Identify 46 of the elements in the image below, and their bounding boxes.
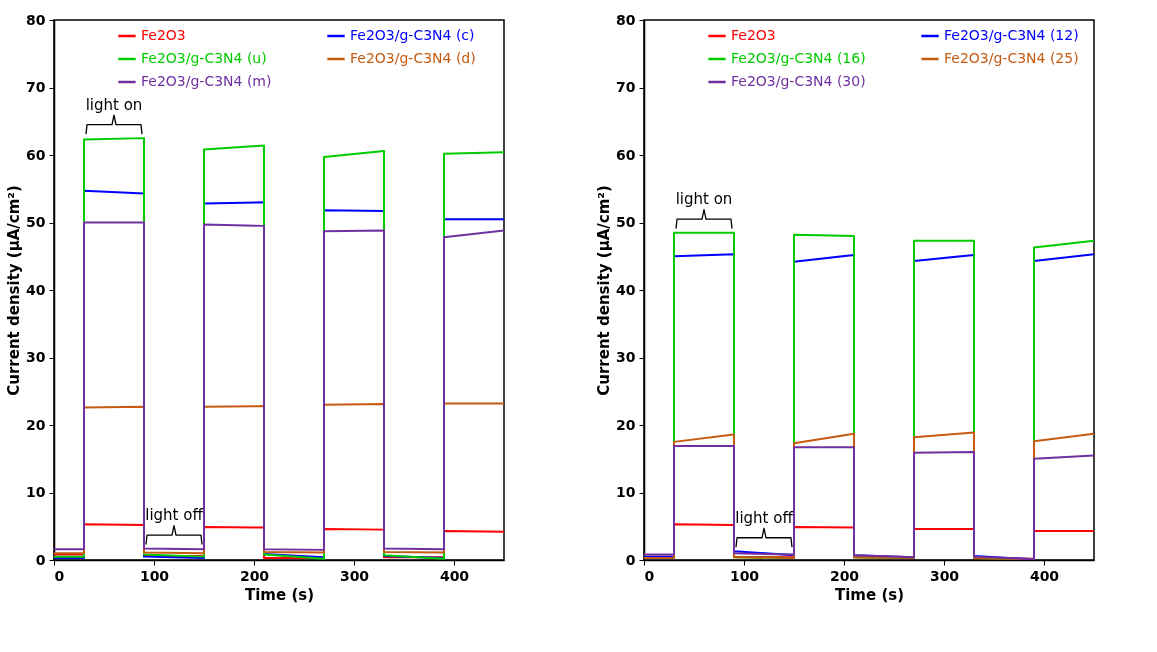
- y-tick-label: 40: [616, 281, 636, 298]
- legend-label: Fe2O3: [731, 27, 776, 43]
- annotation: light off: [735, 508, 794, 527]
- legend-label: Fe2O3/g-C3N4 (c): [350, 27, 475, 43]
- legend-label: Fe2O3/g-C3N4 (30): [731, 73, 866, 89]
- x-tick-label: 100: [139, 567, 170, 584]
- x-tick-label: 400: [1029, 567, 1060, 584]
- legend-label: Fe2O3/g-C3N4 (16): [731, 50, 866, 66]
- legend-label: Fe2O3/g-C3N4 (25): [944, 50, 1079, 66]
- y-tick-label: 70: [616, 79, 636, 95]
- y-tick-label: 50: [616, 214, 636, 230]
- x-tick-label: 200: [239, 567, 270, 584]
- x-tick-label: 300: [339, 567, 370, 584]
- y-tick-label: 40: [26, 281, 46, 298]
- y-tick-label: 20: [26, 416, 46, 433]
- y-tick-label: 10: [616, 484, 636, 500]
- x-axis-title: Time (s): [834, 585, 905, 604]
- y-tick-label: 70: [26, 79, 46, 95]
- y-tick-label: 60: [616, 146, 636, 163]
- legend-label: Fe2O3/g-C3N4 (m): [141, 73, 272, 89]
- legend-label: Fe2O3/g-C3N4 (12): [944, 27, 1079, 43]
- y-tick-label: 80: [616, 11, 636, 28]
- y-tick-label: 0: [625, 551, 636, 568]
- y-tick-label: 20: [616, 416, 636, 433]
- x-tick-label: 200: [829, 567, 860, 584]
- x-tick-label: 100: [729, 567, 760, 584]
- y-tick-label: 60: [26, 146, 46, 163]
- legend-label: Fe2O3: [141, 27, 186, 43]
- y-tick-label: 50: [26, 214, 46, 230]
- y-tick-label: 10: [26, 484, 46, 500]
- x-tick-label: 0: [54, 567, 65, 584]
- y-tick-label: 30: [26, 349, 46, 365]
- x-tick-label: 300: [929, 567, 960, 584]
- y-tick-label: 80: [26, 11, 46, 28]
- x-tick-label: 0: [644, 567, 655, 584]
- legend-label: Fe2O3/g-C3N4 (u): [141, 50, 267, 66]
- x-axis-title: Time (s): [244, 585, 315, 604]
- annotation: light on: [675, 190, 733, 209]
- y-tick-label: 30: [616, 349, 636, 365]
- y-tick-label: 0: [35, 551, 46, 568]
- annotation: light off: [145, 506, 204, 525]
- annotation: light on: [85, 95, 143, 114]
- y-axis-title: Current density (µA/cm²): [5, 185, 24, 396]
- x-tick-label: 400: [439, 567, 470, 584]
- legend-label: Fe2O3/g-C3N4 (d): [350, 50, 476, 66]
- y-axis-title: Current density (µA/cm²): [595, 185, 614, 396]
